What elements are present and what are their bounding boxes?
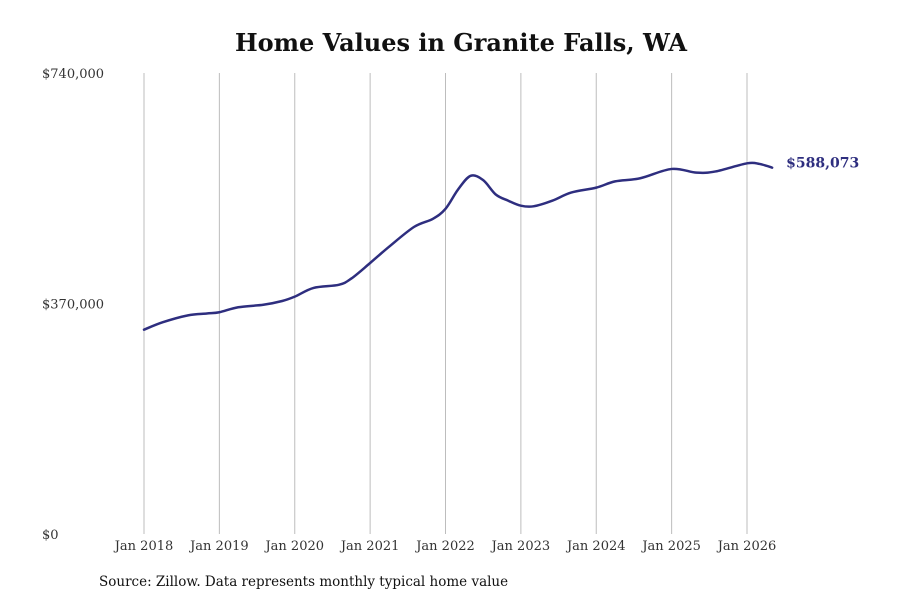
x-tick-label-5: Jan 2023: [490, 539, 551, 554]
y-tick-label-1: $370,000: [42, 298, 104, 313]
end-label-layer: $588,073: [786, 156, 859, 172]
x-tick-label-8: Jan 2026: [716, 539, 777, 554]
source-note: Source: Zillow. Data represents monthly …: [99, 574, 509, 590]
x-tick-label-6: Jan 2024: [565, 539, 626, 554]
x-tick-label-4: Jan 2022: [414, 539, 475, 554]
x-tick-label-7: Jan 2025: [640, 539, 701, 554]
end-value-label: $588,073: [786, 156, 859, 172]
series-line-home-value: [142, 161, 774, 331]
y-tick-label-2: $740,000: [42, 67, 104, 82]
series-layer: [142, 161, 774, 331]
x-tick-label-1: Jan 2019: [188, 539, 249, 554]
x-tick-label-2: Jan 2020: [263, 539, 324, 554]
x-tick-label-3: Jan 2021: [339, 539, 400, 554]
gridlines: [143, 73, 748, 534]
y-axis-labels: $0 $370,000 $740,000: [42, 67, 104, 543]
chart-title: Home Values in Granite Falls, WA: [234, 28, 688, 57]
x-axis-labels: Jan 2018 Jan 2019 Jan 2020 Jan 2021 Jan 2022…: [113, 539, 777, 554]
y-tick-label-0: $0: [42, 528, 59, 543]
x-tick-label-0: Jan 2018: [113, 539, 174, 554]
